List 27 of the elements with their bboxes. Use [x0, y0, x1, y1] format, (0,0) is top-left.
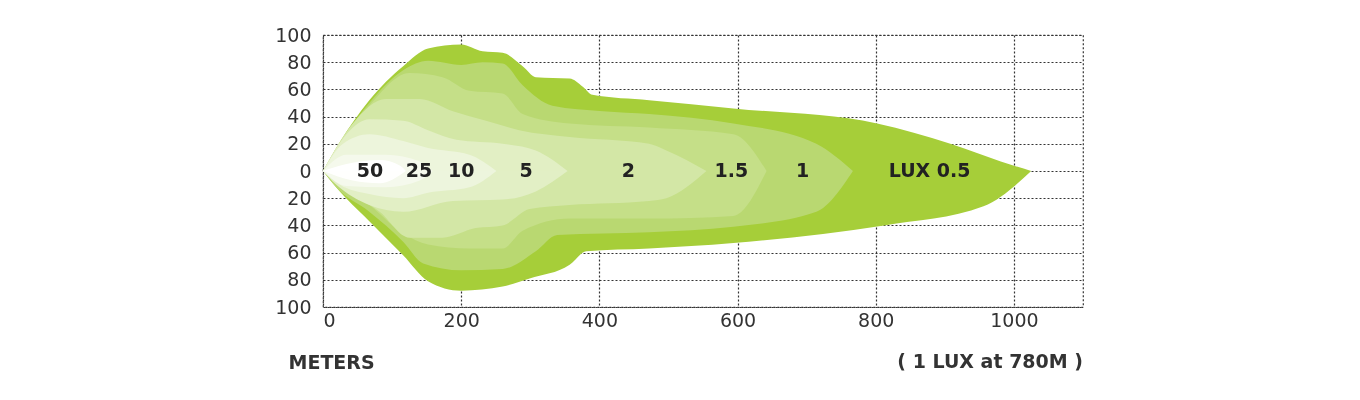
annotation: 25: [405, 159, 433, 181]
y-tick-label: 80: [287, 50, 312, 73]
y-tick-label: 40: [287, 105, 312, 128]
y-tick-label: 80: [287, 268, 312, 291]
y-tick-label: 20: [287, 186, 312, 209]
annotation: 1: [795, 159, 810, 181]
y-tick-label: 60: [287, 241, 312, 264]
x-axis-title: METERS: [288, 350, 375, 373]
annotation: 2: [621, 159, 635, 181]
annotation: LUX 0.5: [888, 159, 971, 181]
annotation: 1.5: [714, 159, 749, 181]
x-tick-label: 1000: [990, 308, 1039, 331]
y-tick-label: 100: [275, 295, 312, 318]
annotation: 5: [519, 159, 533, 181]
x-tick-label: 0: [323, 308, 336, 331]
y-tick-label: 100: [275, 23, 312, 46]
y-tick-label: 20: [287, 132, 312, 155]
y-tick-label: 60: [287, 77, 312, 100]
x-tick-label: 200: [443, 308, 480, 331]
x-tick-label: 400: [581, 308, 618, 331]
x-tick-label: 600: [719, 308, 757, 331]
annotation: 50: [356, 159, 384, 181]
annotation: 10: [447, 159, 475, 181]
x-tick-label: 800: [858, 308, 895, 331]
y-tick-label: 0: [299, 159, 312, 182]
text: ( 1 LUX at 780M ): [897, 350, 1083, 372]
y-tick-label: 40: [287, 213, 312, 236]
